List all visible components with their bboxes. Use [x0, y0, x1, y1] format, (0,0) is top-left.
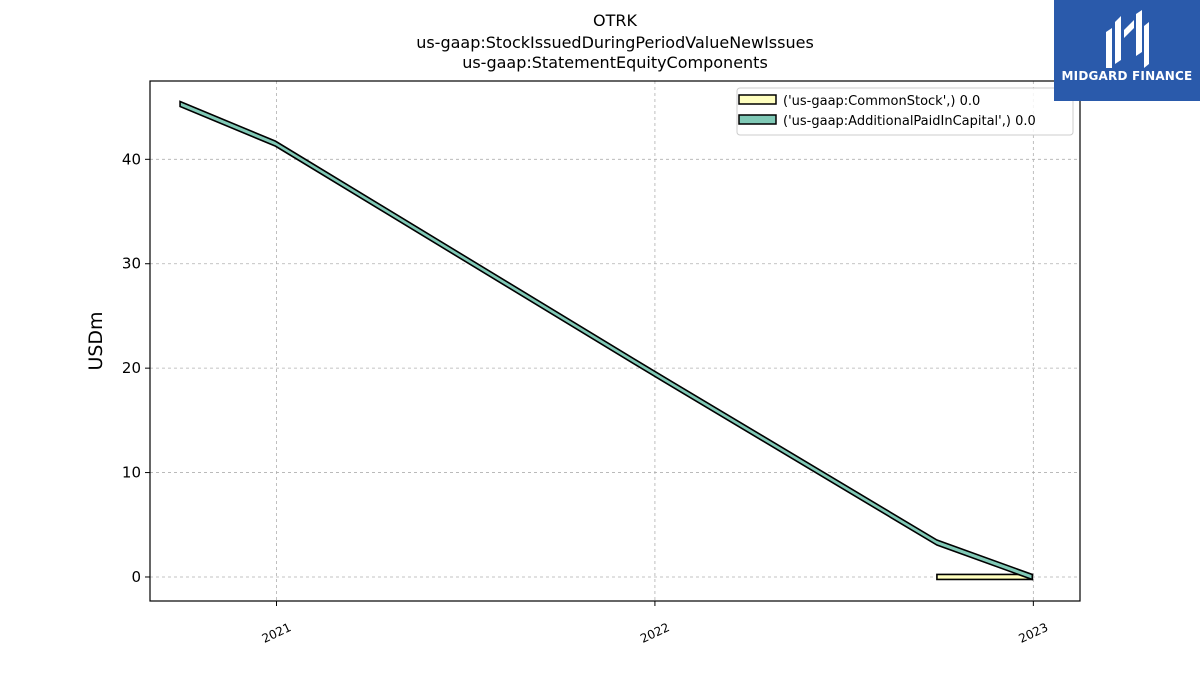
ticks: 0 10 20 30 40 2021 2022 2023 [122, 150, 1050, 645]
y-tick-label: 10 [122, 464, 141, 482]
x-tick-label: 2021 [260, 620, 294, 646]
series-band-1 [179, 100, 1034, 581]
y-tick-label: 40 [122, 150, 141, 168]
y-tick-label: 30 [122, 255, 141, 273]
legend-swatch [738, 114, 777, 125]
series-band-0 [936, 573, 1034, 581]
legend-box [736, 87, 1074, 136]
series-layer [179, 100, 1034, 581]
legend: ('us-gaap:CommonStock',) 0.0 ('us-gaap:Ad… [736, 87, 1074, 136]
chart-subtitle-1: us-gaap:StockIssuedDuringPeriodValueNewI… [416, 33, 814, 52]
midgard-logo-icon [1106, 10, 1149, 68]
y-tick-label: 0 [131, 568, 141, 586]
plot-frame [149, 80, 1081, 602]
y-axis-label: USDm [85, 311, 107, 370]
chart-subtitle-2: us-gaap:StatementEquityComponents [462, 53, 768, 72]
chart-title: OTRK [593, 11, 637, 30]
y-tick-label: 20 [122, 359, 141, 377]
legend-label: ('us-gaap:AdditionalPaidInCapital',) 0.0 [783, 114, 1036, 129]
logo-text: MIDGARD FINANCE [1061, 69, 1193, 83]
brand-logo: MIDGARD FINANCE [1054, 0, 1200, 101]
x-tick-label: 2022 [638, 620, 672, 646]
legend-label: ('us-gaap:CommonStock',) 0.0 [783, 94, 980, 109]
x-tick-label: 2023 [1017, 620, 1051, 646]
grid [150, 81, 1080, 601]
legend-swatch [738, 94, 777, 105]
